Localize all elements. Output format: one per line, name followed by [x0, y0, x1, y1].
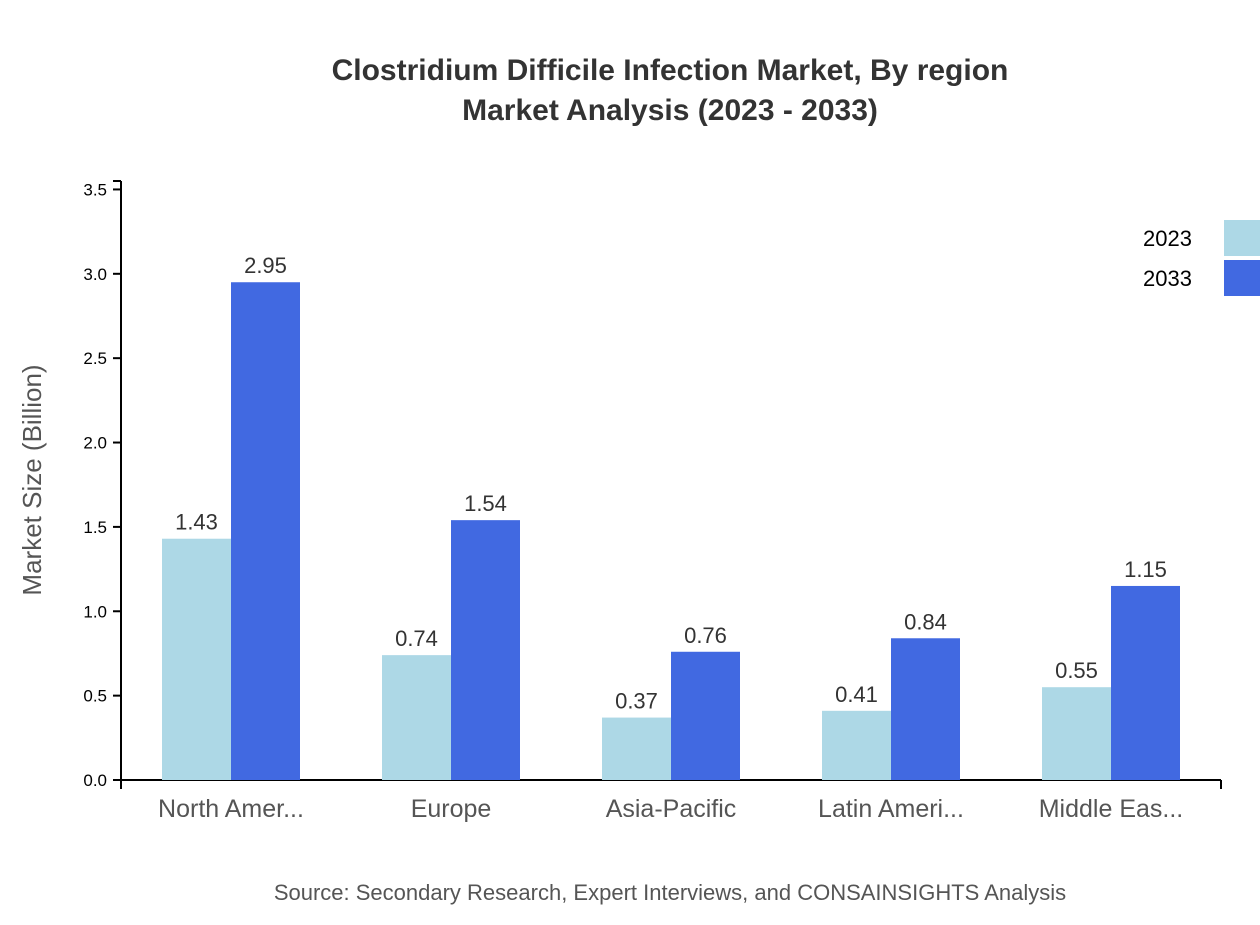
- bar-2023: [822, 710, 891, 780]
- y-tick-label: 3.5: [83, 180, 107, 199]
- bar-value-label: 1.15: [1124, 557, 1167, 582]
- legend-swatch: [1224, 220, 1260, 256]
- bar-2023: [162, 538, 231, 780]
- legend-label: 2023: [1143, 226, 1192, 251]
- chart-title: Clostridium Difficile Infection Market, …: [332, 54, 1009, 87]
- y-tick-label: 1.0: [83, 602, 107, 621]
- bar-value-label: 0.76: [684, 623, 727, 648]
- bar-value-label: 1.54: [464, 491, 507, 516]
- bar-value-label: 0.37: [615, 689, 658, 714]
- bar-value-label: 0.41: [835, 682, 878, 707]
- legend-swatch: [1224, 260, 1260, 296]
- y-tick-label: 2.0: [83, 434, 107, 453]
- y-tick-label: 1.5: [83, 518, 107, 537]
- bar-value-label: 0.84: [904, 609, 947, 634]
- bar-value-label: 0.74: [395, 626, 438, 651]
- y-tick-label: 0.0: [83, 771, 107, 790]
- y-tick-label: 2.5: [83, 349, 107, 368]
- bar-value-label: 1.43: [175, 510, 218, 535]
- x-tick-label: Europe: [411, 795, 492, 823]
- y-tick-label: 3.0: [83, 265, 107, 284]
- source-note: Source: Secondary Research, Expert Inter…: [274, 880, 1066, 905]
- bar-2033: [1111, 585, 1180, 780]
- y-axis-label: Market Size (Billion): [17, 364, 47, 595]
- bar-2033: [231, 282, 300, 780]
- bar-value-label: 0.55: [1055, 658, 1098, 683]
- x-tick-label: Asia-Pacific: [606, 795, 737, 823]
- y-tick-label: 0.5: [83, 687, 107, 706]
- bar-2023: [382, 655, 451, 780]
- bar-value-label: 2.95: [244, 253, 287, 278]
- x-tick-label: Latin Ameri...: [818, 795, 964, 823]
- chart-subtitle: Market Analysis (2023 - 2033): [462, 94, 878, 127]
- bar-2033: [451, 520, 520, 780]
- x-tick-label: Middle Eas...: [1039, 795, 1184, 823]
- bar-2023: [1042, 687, 1111, 780]
- bar-2023: [602, 717, 671, 780]
- bar-2033: [891, 638, 960, 780]
- x-tick-label: North Amer...: [158, 795, 304, 823]
- legend-label: 2033: [1143, 266, 1192, 291]
- bar-2033: [671, 651, 740, 780]
